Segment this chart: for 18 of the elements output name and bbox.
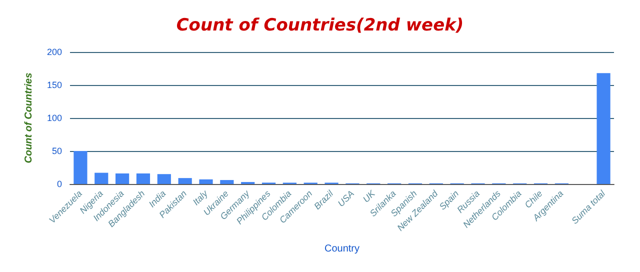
x-tick-label: USA bbox=[336, 188, 356, 209]
bar bbox=[596, 73, 610, 184]
bar bbox=[157, 174, 171, 184]
y-tick-label: 150 bbox=[46, 80, 62, 90]
bar bbox=[94, 172, 108, 184]
bar bbox=[116, 173, 130, 184]
bar bbox=[136, 173, 150, 184]
y-axis-title: Count of Countries bbox=[24, 72, 34, 164]
bar bbox=[74, 151, 88, 184]
y-tick-label: 50 bbox=[52, 146, 62, 156]
x-axis-title: Country bbox=[324, 244, 360, 254]
bar bbox=[199, 179, 213, 184]
bar bbox=[178, 178, 192, 184]
bar bbox=[220, 180, 234, 184]
y-tick-label: 0 bbox=[56, 179, 62, 189]
y-tick-label: 100 bbox=[46, 113, 62, 123]
chart-title: Count of Countries(2nd week) bbox=[176, 16, 464, 36]
y-tick-label: 200 bbox=[46, 47, 62, 57]
